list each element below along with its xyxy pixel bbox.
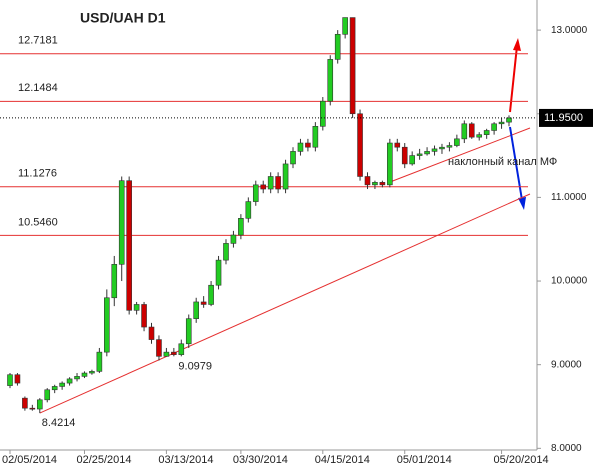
x-tick-label: 04/15/2014 [315,454,370,466]
candle-body [282,163,289,190]
current-price-label: 11.9500 [544,112,583,124]
candle-body [133,304,140,311]
candle-body [483,130,490,135]
y-tick-label: 8.0000 [551,443,582,454]
candle-body [506,117,512,123]
annotation: наклонный канал МФ [448,156,557,168]
candle-body [342,17,348,35]
candle-body [387,142,393,186]
candle-body [96,351,103,372]
level-label: 11.1276 [18,168,57,180]
candle-body [126,180,132,311]
candle-body [379,182,386,186]
channel-line [389,127,531,183]
candle-body [454,138,460,146]
candle-body [498,121,505,125]
candle-body [491,123,497,131]
arrow-down-head [518,197,526,210]
candle-body [156,339,162,357]
candle-body [394,142,401,148]
candle-body [431,148,438,152]
candle-body [401,146,408,165]
candle-body [66,378,73,384]
candle-body [252,184,259,202]
candle-body [320,100,326,127]
candle-body [22,397,28,409]
candle-body [349,17,356,115]
low-label: 9.0979 [178,360,212,372]
candle-body [446,145,453,148]
arrow-down [509,126,523,201]
arrow-up-head [513,38,521,51]
candle-body [245,201,252,219]
low-label: 8.4214 [42,417,76,429]
candle-body [290,151,296,165]
candle-body [7,374,13,386]
candle-body [148,326,155,340]
candle-body [178,343,185,355]
candle-body [476,134,483,138]
candle-body [111,264,118,299]
candle-body [372,182,378,186]
candle-body [51,386,58,391]
y-tick-label: 10.0000 [551,276,588,287]
chart-title: USD/UAH D1 [80,10,166,26]
candle-body [297,142,304,152]
candle-body [215,259,222,286]
candle-body [312,126,319,148]
x-tick-label: 05/01/2014 [397,454,452,466]
candle-body [74,376,80,380]
candle-body [334,33,341,60]
candle-body [193,301,199,319]
candle-body [14,374,21,384]
candle-body [364,176,371,186]
y-tick-label: 9.0000 [551,359,582,370]
candle-body [223,243,229,261]
x-tick-label: 05/20/2014 [494,454,549,466]
candle-body [327,59,334,102]
candle-body [424,151,430,155]
candle-body [29,407,36,410]
candle-body [171,351,177,355]
candle-body [163,351,170,357]
level-label: 12.1484 [18,82,58,94]
candle-body [260,184,267,190]
candle-body [461,123,468,140]
candle-body [305,142,311,148]
candle-body [208,284,214,305]
candle-body [409,155,415,165]
level-label: 12.7181 [18,35,58,47]
x-tick-label: 03/13/2014 [158,454,213,466]
candle-body [89,371,95,374]
x-tick-label: 02/05/2014 [2,454,57,466]
y-tick-label: 13.0000 [551,25,588,36]
candle-body [141,304,147,328]
candle-body [416,153,423,156]
trend-line [39,193,531,414]
candle-body [59,382,65,387]
current-price-box [539,108,593,127]
candle-body [36,399,43,410]
candle-body [185,318,192,345]
x-tick-label: 03/30/2014 [233,454,288,466]
candle-body [468,123,475,138]
y-tick-label: 11.0000 [551,192,587,203]
candle-body [44,389,51,401]
level-label: 10.5460 [18,216,58,228]
candle-body [238,218,244,236]
candle-body [81,372,88,377]
candle-body [267,176,274,190]
candle-body [118,180,125,265]
x-tick-label: 02/25/2014 [76,454,131,466]
candle-body [275,176,281,190]
candle-body [200,301,207,305]
candle-body [357,113,363,177]
candle-body [104,297,110,353]
candle-body [439,146,445,150]
candle-body [230,234,237,244]
